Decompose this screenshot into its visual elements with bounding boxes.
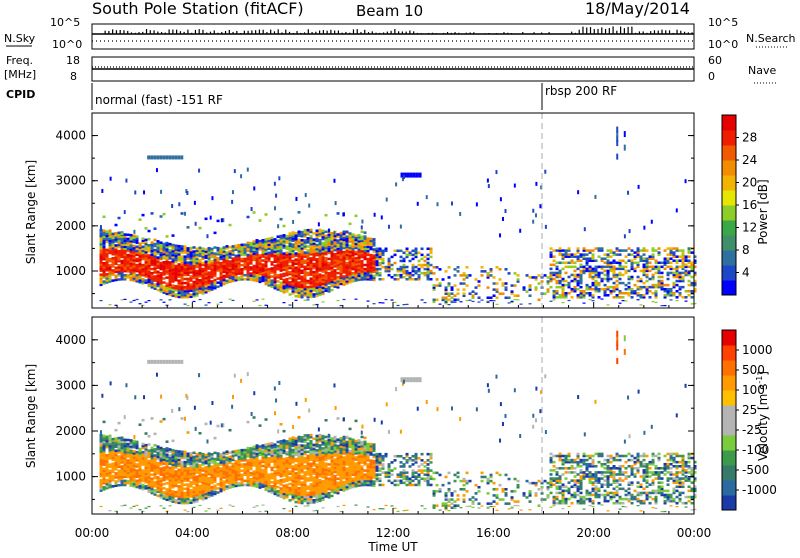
colorbar-tick-label: 8 [742, 243, 750, 257]
colorbar-tick-label: 16 [742, 198, 757, 212]
colorbar-swatch [722, 360, 736, 376]
power-colorbar-label: Power [dB] [756, 179, 770, 244]
time-x-label: Time UT [367, 540, 418, 554]
y-tick-label: 1000 [55, 264, 86, 278]
colorbar-swatch [722, 130, 736, 146]
colorbar-tick-label: -500 [742, 463, 769, 477]
colorbar-tick-label: 1000 [742, 343, 773, 357]
colorbar-swatch [722, 235, 736, 251]
freq-label-2: [MHz] [4, 68, 36, 81]
colorbar-swatch [722, 160, 736, 176]
beam-label: Beam 10 [356, 2, 423, 20]
nave-tick-top: 60 [708, 54, 722, 67]
nave-tick-bottom: 0 [708, 70, 715, 83]
colorbar-tick-label: 20 [742, 176, 757, 190]
nsky-tick-bottom: 10^0 [52, 38, 82, 51]
colorbar-tick-label: 28 [742, 131, 757, 145]
cpid-mode-2: rbsp 200 RF [545, 84, 617, 98]
colorbar-swatch [722, 220, 736, 236]
y-tick-label: 3000 [55, 174, 86, 188]
colorbar-tick-label: 24 [742, 153, 757, 167]
colorbar-swatch [722, 280, 736, 296]
velocity-colorbar-label: Velocity [m s-1] [755, 371, 770, 461]
x-tick-label: 16:00 [476, 526, 511, 540]
freq-tick-top: 18 [66, 54, 80, 67]
y-tick-label: 2000 [55, 424, 86, 438]
colorbar-swatch [722, 420, 736, 436]
nsky-tick-top: 10^5 [50, 16, 80, 29]
x-tick-label: 00:00 [677, 526, 712, 540]
colorbar-swatch [722, 145, 736, 161]
nsearch-label: N.Search [746, 32, 796, 45]
cpid-mode-1: normal (fast) -151 RF [95, 93, 223, 107]
colorbar-swatch [722, 265, 736, 281]
y-tick-label: 4000 [55, 129, 86, 143]
colorbar-swatch [722, 375, 736, 391]
colorbar-swatch [722, 465, 736, 481]
colorbar-tick-label: 25 [742, 403, 757, 417]
power-panel: 1000 2000 3000 4000 Slant Range [km] 4 8 12 16… [24, 113, 770, 308]
colorbar-swatch [722, 480, 736, 496]
y-tick-label: 4000 [55, 333, 86, 347]
nave-label: Nave [748, 64, 776, 77]
y-tick-label: 2000 [55, 219, 86, 233]
station-title: South Pole Station (fitACF) [92, 0, 304, 18]
x-tick-label: 04:00 [175, 526, 210, 540]
colorbar-tick-label: 12 [742, 221, 757, 235]
x-tick-label: 00:00 [75, 526, 110, 540]
power-y-label: Slant Range [km] [24, 160, 38, 264]
colorbar-swatch [722, 435, 736, 451]
freq-panel: Freq. [MHz] 18 8 60 0 Nave [4, 54, 778, 83]
y-tick-label: 1000 [55, 470, 86, 484]
velocity-panel: 1000 2000 3000 4000 Slant Range [km] 00:00 0… [24, 302, 777, 554]
colorbar-swatch [722, 345, 736, 361]
cpid-panel: CPID normal (fast) -151 RF rbsp 200 RF [6, 83, 617, 110]
y-tick-label: 3000 [55, 378, 86, 392]
nsky-panel: N.Sky 10^5 10^0 10^5 10^0 N.Search [4, 16, 796, 51]
freq-label-1: Freq. [6, 54, 33, 67]
colorbar-swatch [722, 205, 736, 221]
nsky-label: N.Sky [4, 32, 36, 45]
colorbar-swatch [722, 115, 736, 131]
freq-tick-bottom: 8 [70, 70, 77, 83]
velocity-y-label: Slant Range [km] [24, 364, 38, 468]
colorbar-swatch [722, 450, 736, 466]
x-tick-label: 12:00 [376, 526, 411, 540]
date-label: 18/May/2014 [585, 0, 690, 18]
nsearch-tick-bottom: 10^0 [708, 38, 738, 51]
nsky-bars [105, 26, 693, 34]
x-tick-label: 20:00 [576, 526, 611, 540]
cpid-label: CPID [6, 88, 35, 101]
colorbar-tick-label: 4 [742, 266, 750, 280]
nsearch-tick-top: 10^5 [708, 16, 738, 29]
colorbar-swatch [722, 405, 736, 421]
colorbar-tick-label: -1000 [742, 483, 777, 497]
x-tick-label: 08:00 [275, 526, 310, 540]
colorbar-swatch [722, 175, 736, 191]
colorbar-swatch [722, 390, 736, 406]
colorbar-swatch [722, 250, 736, 266]
colorbar-swatch [722, 495, 736, 511]
colorbar-swatch [722, 190, 736, 206]
power-colorbar: 4 8 12 16 20 24 28 [722, 115, 757, 296]
colorbar-swatch [722, 330, 736, 346]
